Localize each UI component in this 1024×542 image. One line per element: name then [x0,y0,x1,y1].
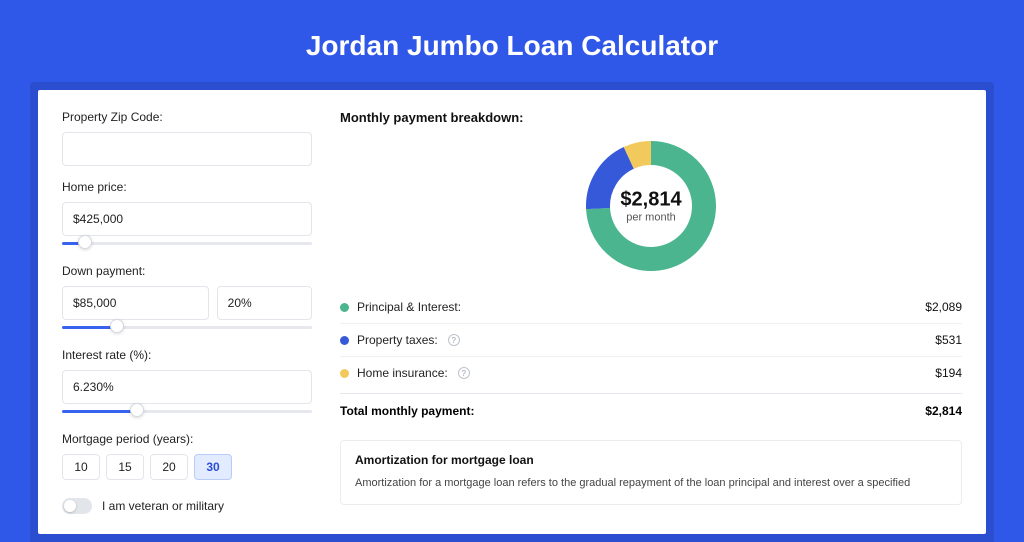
legend-value: $531 [935,333,962,347]
zip-input[interactable] [62,132,312,166]
legend-row: Property taxes:? $531 [340,324,962,357]
info-icon[interactable]: ? [458,367,470,379]
legend-label: Property taxes: [357,333,438,347]
period-options: 10152030 [62,454,312,480]
info-icon[interactable]: ? [448,334,460,346]
home-price-label: Home price: [62,180,312,194]
legend-value: $2,089 [925,300,962,314]
home-price-slider[interactable] [62,234,312,250]
total-label: Total monthly payment: [340,404,474,418]
interest-label: Interest rate (%): [62,348,312,362]
zip-label: Property Zip Code: [62,110,312,124]
form-column: Property Zip Code: Home price: Down paym… [62,110,312,514]
legend-row: Principal & Interest: $2,089 [340,291,962,324]
veteran-label: I am veteran or military [102,499,224,513]
donut-center: $2,814 per month [620,189,681,224]
amortization-text: Amortization for a mortgage loan refers … [355,475,947,492]
home-price-input[interactable] [62,202,312,236]
card-shadow: Property Zip Code: Home price: Down paym… [30,82,994,542]
down-payment-pct-input[interactable] [217,286,312,320]
period-option-20[interactable]: 20 [150,454,188,480]
donut-chart: $2,814 per month [340,141,962,271]
legend-dot [340,336,349,345]
legend-label: Home insurance: [357,366,448,380]
breakdown-column: Monthly payment breakdown: $2,814 per mo… [340,110,962,514]
legend-row: Home insurance:? $194 [340,357,962,389]
down-payment-field: Down payment: [62,264,312,334]
donut-amount: $2,814 [620,189,681,212]
amortization-box: Amortization for mortgage loan Amortizat… [340,440,962,505]
down-payment-label: Down payment: [62,264,312,278]
down-payment-slider[interactable] [62,318,312,334]
legend-dot [340,369,349,378]
legend-value: $194 [935,366,962,380]
toggle-knob [64,500,76,512]
home-price-field: Home price: [62,180,312,250]
interest-input[interactable] [62,370,312,404]
period-option-10[interactable]: 10 [62,454,100,480]
period-option-30[interactable]: 30 [194,454,232,480]
interest-slider[interactable] [62,402,312,418]
legend-dot [340,303,349,312]
breakdown-title: Monthly payment breakdown: [340,110,962,125]
interest-field: Interest rate (%): [62,348,312,418]
zip-field: Property Zip Code: [62,110,312,166]
page-title: Jordan Jumbo Loan Calculator [0,0,1024,82]
total-value: $2,814 [925,404,962,418]
period-field: Mortgage period (years): 10152030 [62,432,312,480]
legend: Principal & Interest: $2,089 Property taxe… [340,291,962,389]
donut-segment-home_insurance [629,153,651,158]
amortization-title: Amortization for mortgage loan [355,453,947,467]
donut-sub: per month [620,212,681,224]
total-row: Total monthly payment: $2,814 [340,393,962,434]
calculator-card: Property Zip Code: Home price: Down paym… [38,90,986,534]
down-payment-input[interactable] [62,286,209,320]
period-option-15[interactable]: 15 [106,454,144,480]
legend-label: Principal & Interest: [357,300,461,314]
period-label: Mortgage period (years): [62,432,312,446]
